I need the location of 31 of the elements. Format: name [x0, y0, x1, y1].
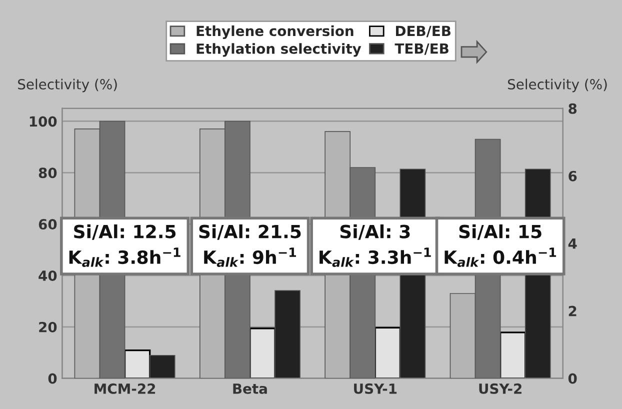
y-tick-label: 60 [38, 219, 57, 230]
y2-axis-title: Selectivity (%) [508, 78, 607, 92]
y2-tick-label: 4 [568, 238, 577, 249]
y2-tick-label: 8 [568, 103, 577, 114]
bar [499, 332, 526, 378]
x-tick-label: USY-2 [479, 383, 522, 394]
y-tick-label: 80 [38, 168, 57, 178]
bar [149, 354, 176, 378]
bar [374, 326, 402, 378]
y2-tick-label: 0 [568, 373, 577, 384]
legend-label: Ethylene conversion [196, 25, 354, 39]
annotation: Si/Al: 3 K$_{alk}$: 3.3h$^{−1}$ [320, 224, 431, 267]
y2-tick-label: 6 [568, 170, 577, 182]
x-tick-label: MCM-22 [94, 383, 156, 394]
y-tick-label: 40 [38, 270, 57, 281]
legend-label: TEB/EB [394, 43, 448, 55]
bar [124, 349, 151, 378]
y-tick-label: 20 [39, 322, 57, 332]
x-tick-label: USY-1 [354, 383, 397, 394]
legend-label: DEB/EB [396, 26, 450, 38]
annotation: Si/Al: 12.5 K$_{alk}$: 3.8h$^{−1}$ [69, 224, 180, 267]
annotation: Si/Al: 21.5 K$_{alk}$: 9h$^{−1}$ [199, 224, 301, 267]
y2-tick-label: 2 [568, 306, 576, 316]
bar [274, 290, 300, 378]
y-axis-title: Selectivity (%) [18, 78, 117, 92]
x-tick-label: Beta [233, 384, 267, 394]
legend-label: Ethylation selectivity [196, 43, 362, 57]
bar [249, 328, 276, 378]
y-tick-label: 0 [48, 373, 57, 384]
annotation: Si/Al: 15 K$_{alk}$: 0.4h$^{−1}$ [444, 224, 556, 267]
y-tick-label: 100 [30, 116, 57, 127]
